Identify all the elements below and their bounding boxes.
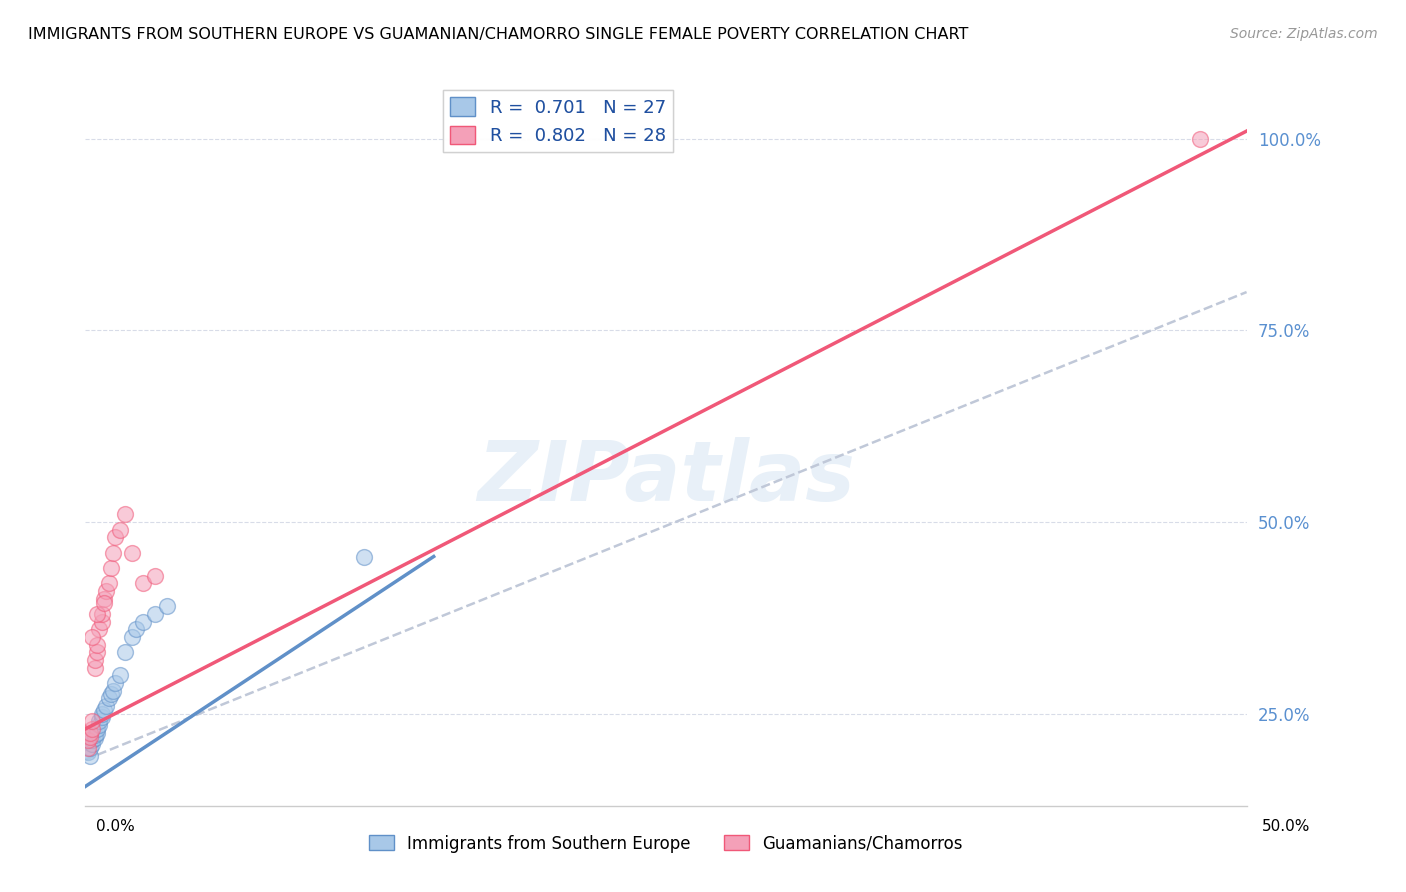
Point bbox=[108, 668, 131, 682]
Point bbox=[114, 645, 136, 659]
Point bbox=[79, 726, 101, 740]
Point bbox=[121, 630, 143, 644]
Point bbox=[82, 722, 104, 736]
Point bbox=[82, 714, 104, 729]
Point bbox=[76, 741, 98, 756]
Point bbox=[79, 741, 101, 756]
Point bbox=[143, 568, 166, 582]
Point bbox=[79, 730, 101, 744]
Text: Source: ZipAtlas.com: Source: ZipAtlas.com bbox=[1230, 27, 1378, 41]
Point bbox=[104, 530, 127, 544]
Point bbox=[93, 595, 115, 609]
Point bbox=[101, 546, 124, 560]
Point bbox=[90, 710, 112, 724]
Point bbox=[86, 607, 108, 621]
Point bbox=[82, 733, 104, 747]
Text: IMMIGRANTS FROM SOUTHERN EUROPE VS GUAMANIAN/CHAMORRO SINGLE FEMALE POVERTY CORR: IMMIGRANTS FROM SOUTHERN EUROPE VS GUAMA… bbox=[28, 27, 969, 42]
Point bbox=[96, 584, 118, 599]
Point bbox=[86, 726, 108, 740]
Point bbox=[108, 523, 131, 537]
Point bbox=[101, 683, 124, 698]
Point bbox=[353, 549, 375, 564]
Point bbox=[82, 737, 104, 751]
Point bbox=[83, 653, 105, 667]
Point bbox=[143, 607, 166, 621]
Point bbox=[93, 591, 115, 606]
Point bbox=[90, 615, 112, 629]
Point bbox=[83, 731, 105, 746]
Point bbox=[83, 661, 105, 675]
Point bbox=[155, 599, 177, 614]
Point bbox=[82, 630, 104, 644]
Legend: R =  0.701   N = 27, R =  0.802   N = 28: R = 0.701 N = 27, R = 0.802 N = 28 bbox=[443, 90, 673, 153]
Point bbox=[100, 688, 122, 702]
Point bbox=[86, 638, 108, 652]
Point bbox=[132, 615, 155, 629]
Point bbox=[97, 691, 120, 706]
Point bbox=[79, 748, 101, 763]
Point bbox=[90, 706, 112, 721]
Text: ZIPatlas: ZIPatlas bbox=[477, 437, 855, 518]
Point bbox=[89, 623, 111, 637]
Point bbox=[1189, 132, 1212, 146]
Point bbox=[86, 645, 108, 659]
Point bbox=[89, 718, 111, 732]
Text: 50.0%: 50.0% bbox=[1263, 820, 1310, 834]
Point bbox=[89, 714, 111, 729]
Point bbox=[125, 623, 148, 637]
Point bbox=[132, 576, 155, 591]
Point bbox=[104, 676, 127, 690]
Point bbox=[100, 561, 122, 575]
Point bbox=[96, 698, 118, 713]
Point bbox=[76, 733, 98, 747]
Point bbox=[97, 576, 120, 591]
Point bbox=[114, 508, 136, 522]
Point bbox=[83, 728, 105, 742]
Point bbox=[90, 607, 112, 621]
Point bbox=[76, 745, 98, 759]
Point bbox=[93, 703, 115, 717]
Text: 0.0%: 0.0% bbox=[96, 820, 135, 834]
Point bbox=[86, 722, 108, 736]
Point bbox=[121, 546, 143, 560]
